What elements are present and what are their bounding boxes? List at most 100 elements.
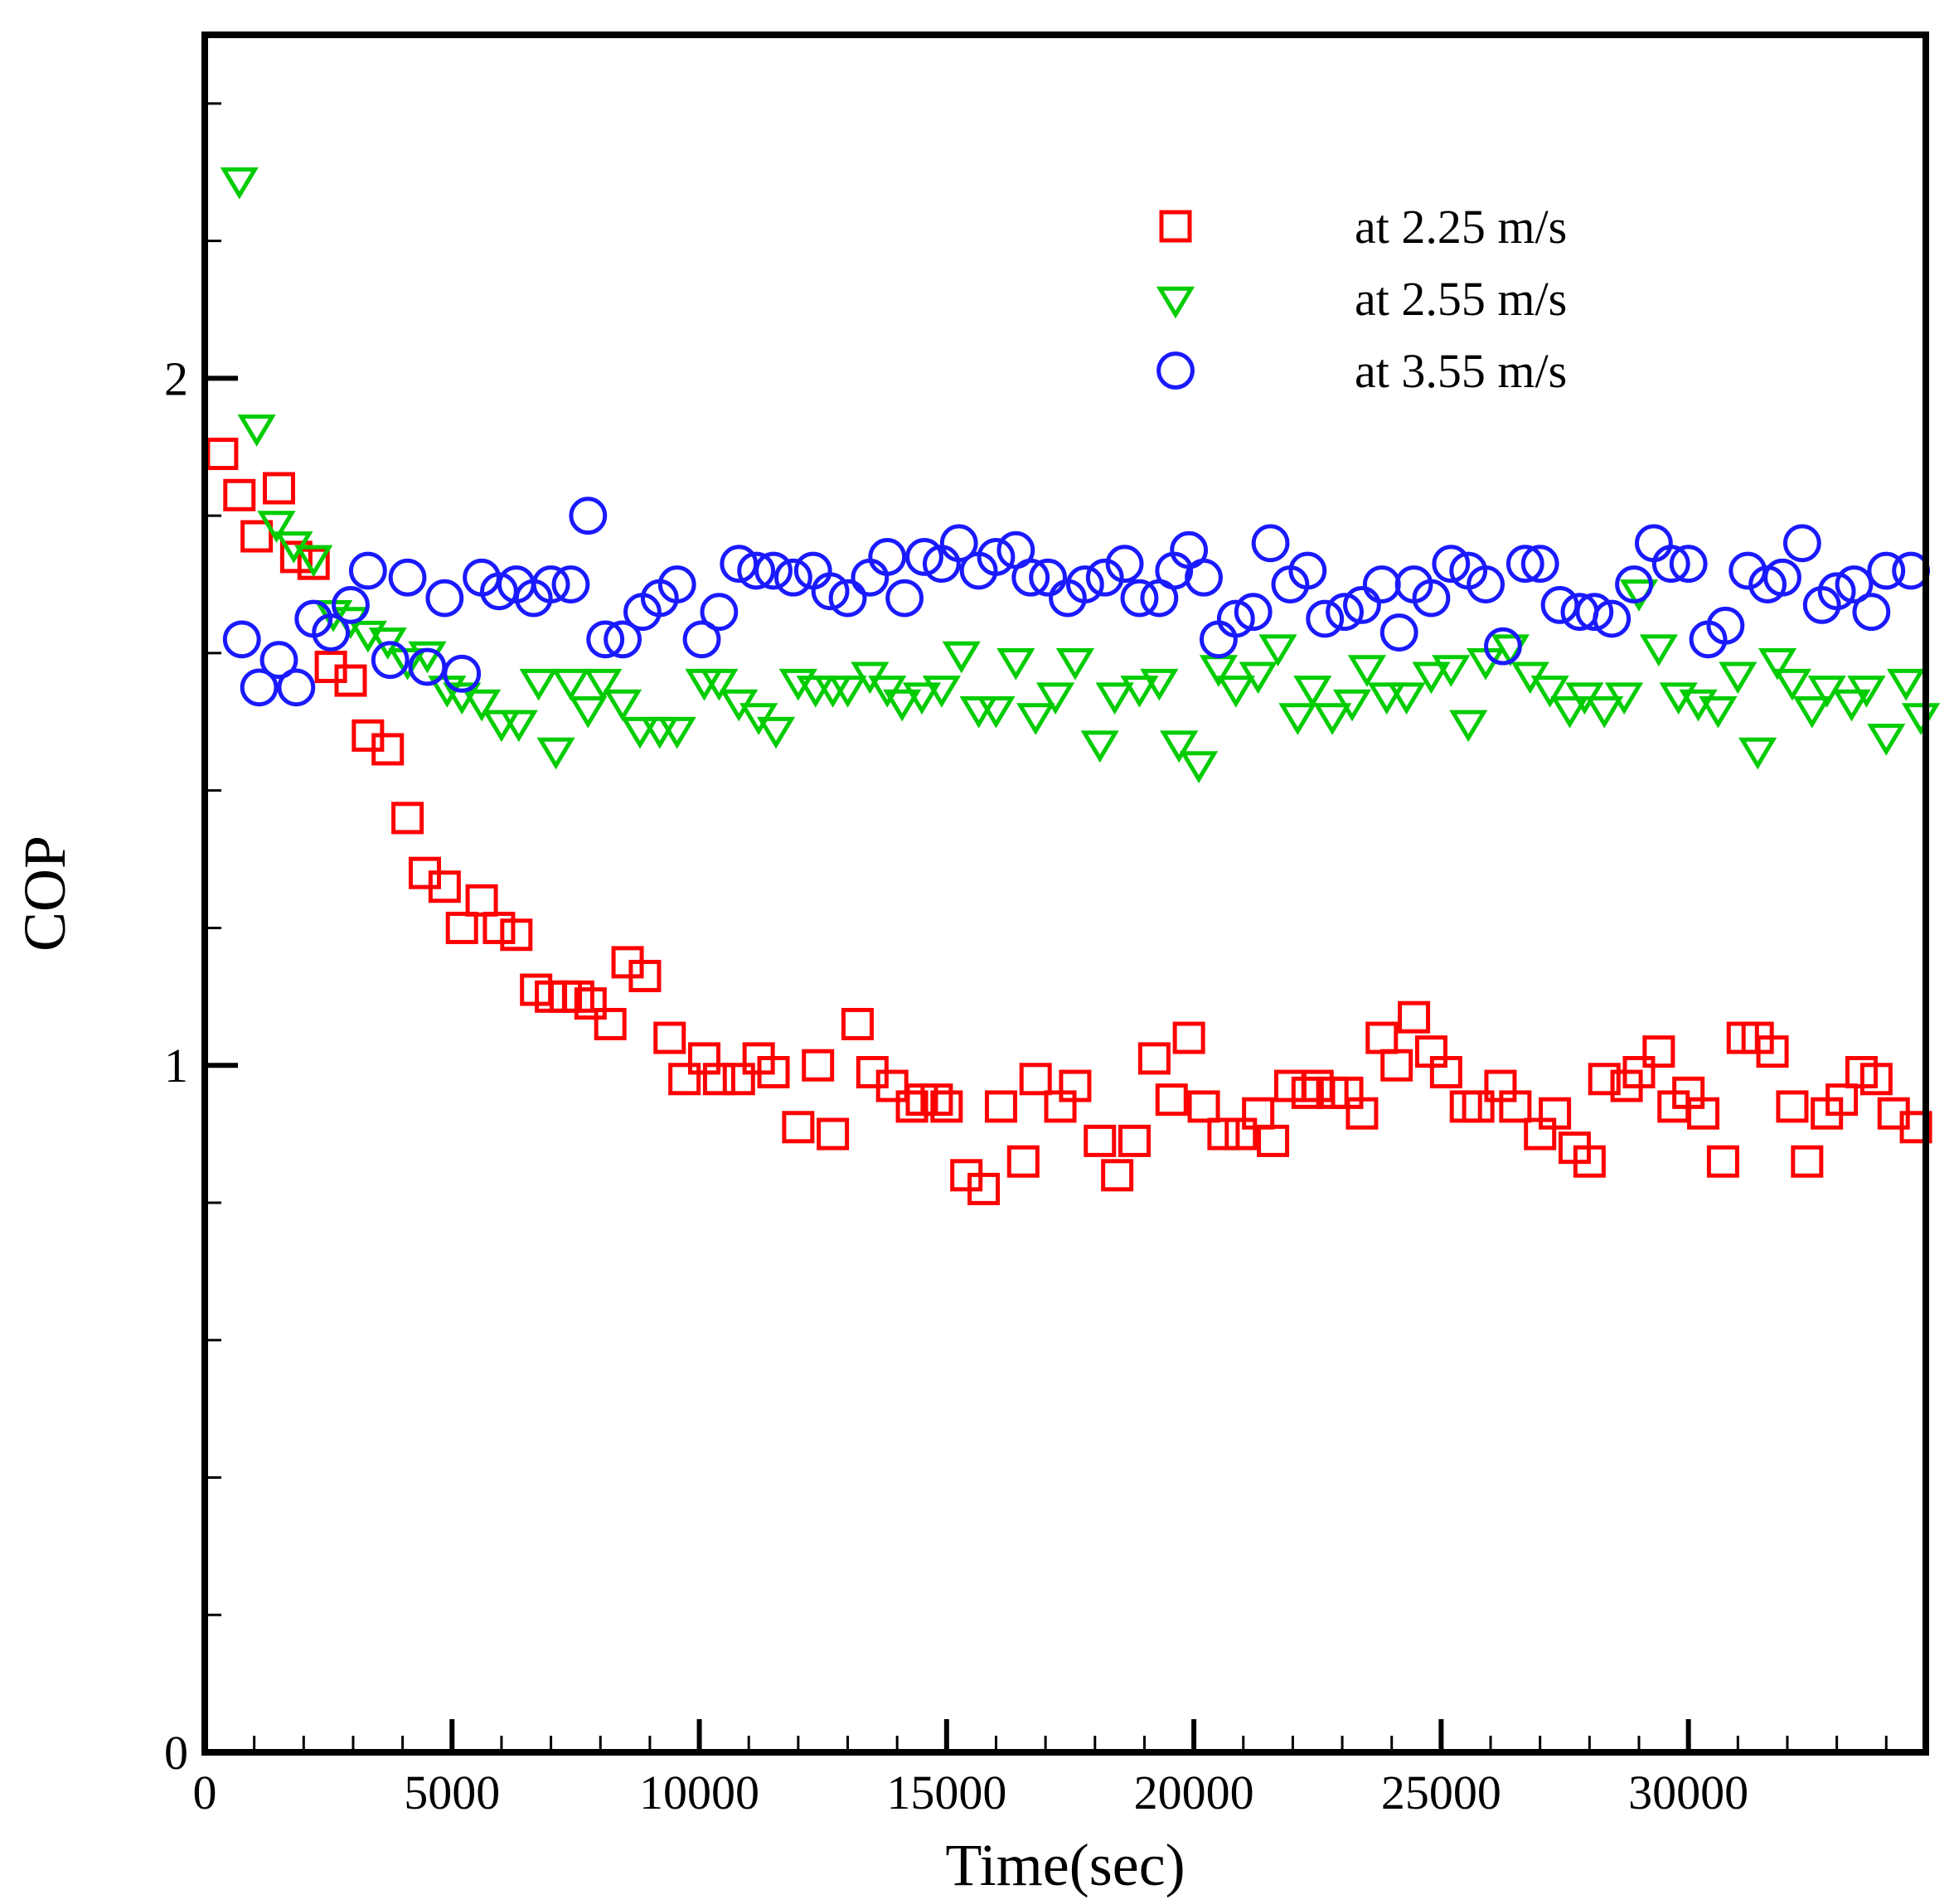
data-point-square	[1118, 1124, 1152, 1157]
data-point-square	[1899, 1111, 1932, 1144]
data-point-circle	[388, 558, 427, 597]
data-point-square	[841, 1007, 874, 1040]
data-point-square	[967, 1172, 1001, 1205]
data-point-circle	[868, 537, 907, 576]
data-point-triangle-down	[551, 668, 590, 701]
data-point-circle	[1867, 551, 1906, 590]
data-point-square	[500, 918, 533, 952]
data-point-triangle-down	[1179, 751, 1219, 783]
data-point-triangle-down	[1095, 682, 1134, 715]
series-square	[206, 438, 1932, 1205]
x-tick-label: 15000	[886, 1766, 1006, 1819]
data-point-square	[1826, 1083, 1859, 1117]
data-point-triangle-down	[1758, 647, 1797, 681]
data-point-square	[984, 1090, 1017, 1123]
data-point-circle	[1782, 524, 1821, 563]
data-point-triangle-down	[1016, 703, 1055, 735]
data-point-circle	[1234, 593, 1273, 632]
data-point-square	[371, 733, 405, 766]
data-point-square	[930, 1090, 963, 1123]
data-point-circle	[425, 579, 464, 618]
series-triangle-down	[220, 167, 1941, 783]
data-point-triangle-down	[220, 167, 259, 200]
x-tick-label: 30000	[1628, 1766, 1748, 1819]
data-point-square	[223, 478, 256, 511]
data-point-circle	[1029, 558, 1068, 597]
x-axis-title: Time(sec)	[945, 1832, 1185, 1898]
data-point-triangle-down	[462, 689, 502, 722]
data-point-square	[702, 1063, 735, 1096]
data-point-square	[1155, 1083, 1188, 1117]
data-point-circle	[1412, 579, 1451, 618]
data-point-square	[668, 1063, 701, 1096]
x-tick-label: 5000	[404, 1766, 500, 1819]
data-point-triangle-down	[1432, 655, 1471, 687]
data-point-triangle-down	[1699, 695, 1738, 729]
data-point-square	[1859, 1063, 1893, 1096]
data-point-triangle-down	[1160, 730, 1199, 763]
data-point-circle	[1105, 545, 1144, 584]
data-point-triangle-down	[237, 414, 276, 447]
data-point-triangle-down	[499, 710, 538, 743]
data-point-circle	[720, 545, 759, 584]
data-point-triangle-down	[1639, 634, 1678, 667]
y-tick-label: 2	[164, 351, 188, 405]
data-point-square	[1791, 1145, 1824, 1178]
data-point-square	[334, 664, 367, 697]
legend-label: at 2.55 m/s	[1355, 272, 1567, 326]
data-point-triangle-down	[942, 641, 981, 674]
data-point-triangle-down	[1792, 695, 1831, 729]
data-point-triangle-down	[902, 682, 942, 715]
data-point-circle	[1729, 551, 1767, 590]
data-point-triangle-down	[1140, 668, 1179, 701]
data-point-circle	[939, 524, 978, 563]
data-point-square	[1187, 1090, 1220, 1123]
data-point-triangle-down	[1449, 710, 1488, 743]
data-point-triangle-down	[1738, 737, 1777, 770]
data-point-circle	[1651, 545, 1690, 584]
data-point-circle	[1379, 613, 1418, 652]
data-point-square	[465, 884, 498, 917]
data-point-circle	[1763, 558, 1801, 597]
legend-label: at 2.25 m/s	[1355, 200, 1567, 254]
y-tick-label: 0	[164, 1726, 188, 1780]
data-point-triangle-down	[1412, 661, 1451, 695]
data-point-square	[1756, 1035, 1789, 1068]
data-point-triangle-down	[1847, 676, 1886, 708]
data-point-circle	[332, 586, 370, 624]
data-point-circle	[1575, 593, 1614, 632]
data-point-square	[262, 472, 295, 505]
data-point-circle	[977, 537, 1016, 576]
data-point-triangle-down	[1867, 724, 1906, 756]
data-point-circle	[443, 654, 482, 693]
data-point-square	[1084, 1124, 1117, 1157]
data-point-triangle-down	[922, 676, 961, 708]
data-point-square	[1345, 1097, 1379, 1130]
data-point-circle	[1011, 558, 1050, 597]
data-point-circle	[1120, 579, 1159, 618]
data-point-triangle-down	[1367, 682, 1406, 715]
data-point-triangle-down	[1832, 689, 1871, 722]
data-point-triangle-down	[1387, 682, 1426, 715]
data-point-triangle-down	[1347, 655, 1387, 687]
data-point-circle	[1520, 545, 1559, 584]
data-point-triangle-down	[257, 511, 296, 543]
data-point-circle	[277, 668, 316, 707]
data-point-triangle-down	[1239, 661, 1278, 695]
data-point-square	[240, 520, 274, 553]
data-point-triangle-down	[756, 716, 796, 749]
legend-marker-triangle-down	[1156, 286, 1195, 319]
data-point-square	[1622, 1055, 1656, 1088]
data-point-square	[1006, 1145, 1040, 1178]
y-axis-title: COP	[12, 836, 78, 952]
data-point-circle	[1288, 551, 1327, 590]
data-point-triangle-down	[657, 716, 696, 749]
data-point-square	[1291, 1076, 1324, 1109]
data-point-square	[920, 1083, 953, 1117]
data-point-triangle-down	[1772, 668, 1812, 701]
data-point-circle	[1065, 565, 1104, 603]
data-point-triangle-down	[1550, 695, 1589, 729]
data-point-circle	[828, 579, 867, 618]
